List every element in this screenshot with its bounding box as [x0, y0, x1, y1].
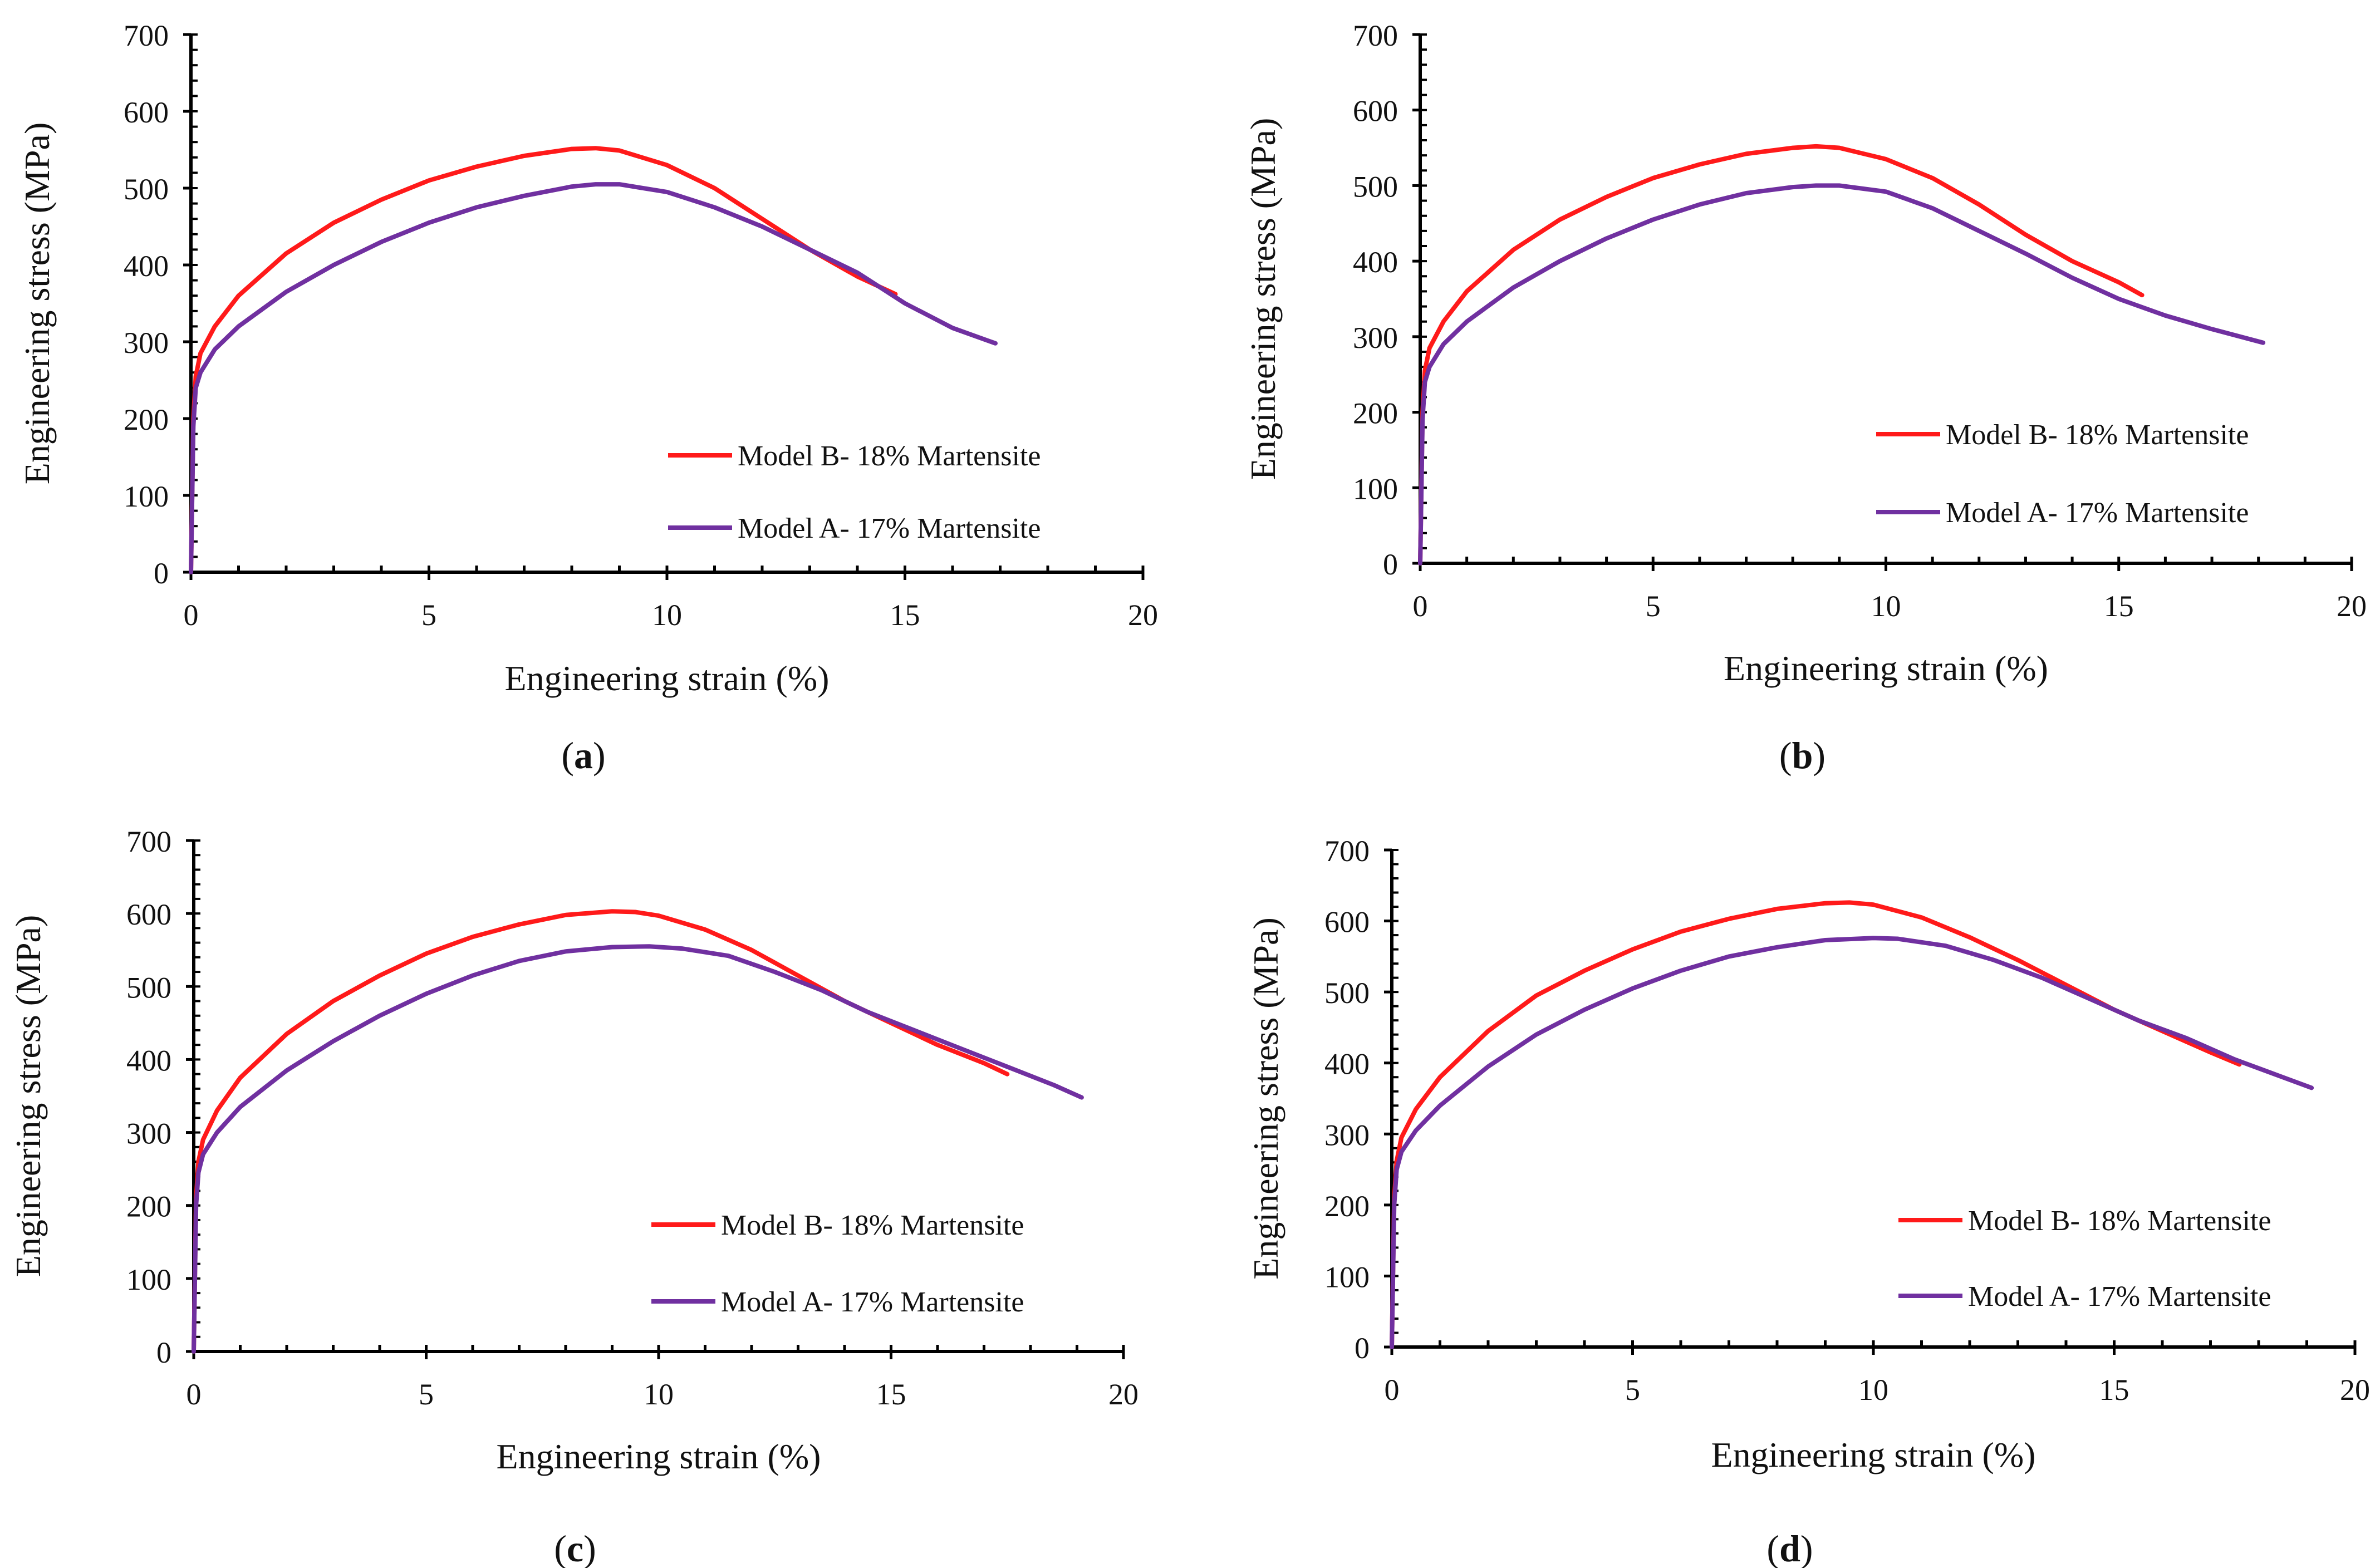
- panel-title: (a): [561, 734, 605, 776]
- y-tick-label: 500: [126, 971, 171, 1004]
- x-tick-label: 15: [2099, 1373, 2129, 1407]
- panel-letter: b: [1792, 734, 1813, 776]
- x-tick-label: 15: [890, 598, 920, 632]
- panel-title-close: ): [583, 1527, 596, 1568]
- x-tick-label: 5: [1625, 1373, 1640, 1407]
- y-tick-label: 300: [1353, 321, 1398, 355]
- y-tick-label: 600: [124, 96, 169, 129]
- x-tick-label: 0: [1413, 589, 1428, 623]
- x-tick-label: 10: [1858, 1373, 1888, 1407]
- panel-title: (c): [554, 1527, 596, 1568]
- legend-label: Model A- 17% Martensite: [721, 1286, 1024, 1318]
- y-tick-label: 100: [126, 1263, 171, 1296]
- y-tick-label: 700: [126, 825, 171, 858]
- x-tick-label: 0: [184, 598, 199, 632]
- chart-panel-b: 0 100 200 300 400 500 600 700 0 5 10 15 20 Engineerin…: [1243, 19, 2367, 776]
- x-tick-label: 20: [1108, 1378, 1139, 1411]
- y-axis-label: Engineering stress (MPa): [1243, 118, 1283, 480]
- panel-letter: c: [567, 1527, 583, 1568]
- y-tick-label: 500: [1324, 976, 1370, 1010]
- legend-label: Model B- 18% Martensite: [738, 440, 1041, 472]
- legend-label: Model A- 17% Martensite: [1968, 1281, 2271, 1313]
- series-line-model-b: [189, 146, 898, 574]
- x-tick-label: 20: [2337, 589, 2367, 623]
- x-tick-label: 20: [1128, 598, 1158, 632]
- y-axis-label: Engineering stress (MPa): [17, 122, 57, 485]
- series-line-model-a: [1390, 936, 2314, 1349]
- y-axis-label: Engineering stress (MPa): [8, 915, 48, 1277]
- y-tick-label: 700: [1353, 19, 1398, 52]
- y-tick-label: 0: [154, 557, 169, 590]
- legend-label: Model B- 18% Martensite: [1968, 1205, 2271, 1237]
- x-tick-label: 0: [187, 1378, 202, 1411]
- panel-title-open: (: [561, 734, 574, 776]
- y-tick-label: 600: [1324, 906, 1370, 939]
- y-tick-label: 500: [124, 173, 169, 206]
- y-tick-label: 0: [156, 1336, 171, 1369]
- panel-title-close: ): [1800, 1527, 1813, 1568]
- legend-label: Model B- 18% Martensite: [1946, 419, 2249, 451]
- y-tick-label: 700: [124, 19, 169, 52]
- x-axis-label: Engineering strain (%): [1711, 1435, 2036, 1474]
- x-tick-label: 15: [2104, 589, 2134, 623]
- series-line-model-a: [1418, 183, 2266, 566]
- y-tick-label: 400: [124, 249, 169, 283]
- x-tick-label: 10: [644, 1378, 674, 1411]
- x-axis-label: Engineering strain (%): [1724, 648, 2048, 688]
- y-tick-label: 500: [1353, 170, 1398, 203]
- y-tick-label: 300: [126, 1117, 171, 1151]
- y-tick-label: 200: [126, 1190, 171, 1223]
- y-tick-label: 400: [1353, 245, 1398, 279]
- chart-panel-d: 0 100 200 300 400 500 600 700 0 5 10 15 20 Engineerin…: [1246, 834, 2370, 1568]
- y-tick-label: 400: [1324, 1048, 1370, 1081]
- series-line-model-b: [1418, 144, 2145, 566]
- chart-panel-c: 0 100 200 300 400 500 600 700 0 5 10 15 20 Engineerin…: [8, 825, 1139, 1568]
- panel-title-close: ): [1813, 734, 1826, 776]
- y-tick-label: 600: [1353, 95, 1398, 128]
- y-tick-label: 300: [1324, 1118, 1370, 1152]
- x-axis-label: Engineering strain (%): [505, 658, 830, 698]
- x-tick-label: 15: [876, 1378, 906, 1411]
- series-line-model-b: [1390, 900, 2242, 1349]
- y-tick-label: 200: [1324, 1189, 1370, 1223]
- y-tick-label: 700: [1324, 834, 1370, 868]
- x-tick-label: 5: [1646, 589, 1661, 623]
- panel-letter: a: [574, 734, 593, 776]
- y-tick-label: 0: [1383, 548, 1398, 581]
- legend-label: Model A- 17% Martensite: [1946, 497, 2249, 529]
- y-tick-label: 100: [1324, 1260, 1370, 1294]
- series-line-model-a: [192, 944, 1084, 1354]
- panel-title: (b): [1779, 734, 1826, 776]
- x-axis-label: Engineering strain (%): [497, 1437, 821, 1476]
- panel-letter: d: [1779, 1527, 1800, 1568]
- y-tick-label: 400: [126, 1044, 171, 1077]
- panel-title: (d): [1766, 1527, 1813, 1568]
- y-tick-label: 600: [126, 898, 171, 931]
- y-axis-label: Engineering stress (MPa): [1246, 917, 1285, 1280]
- x-tick-label: 0: [1385, 1373, 1400, 1407]
- x-tick-label: 10: [1871, 589, 1901, 623]
- panel-title-open: (: [1779, 734, 1792, 776]
- y-tick-label: 0: [1355, 1331, 1370, 1365]
- panel-title-open: (: [554, 1527, 567, 1568]
- y-tick-label: 300: [124, 326, 169, 360]
- y-tick-label: 200: [1353, 397, 1398, 430]
- y-tick-label: 100: [1353, 472, 1398, 505]
- panel-title-open: (: [1766, 1527, 1779, 1568]
- legend-label: Model A- 17% Martensite: [738, 513, 1041, 544]
- x-tick-label: 20: [2340, 1373, 2370, 1407]
- x-tick-label: 5: [421, 598, 436, 632]
- x-tick-label: 5: [419, 1378, 434, 1411]
- series-line-model-a: [189, 182, 998, 574]
- panel-title-close: ): [593, 734, 606, 776]
- y-tick-label: 100: [124, 480, 169, 513]
- legend-label: Model B- 18% Martensite: [721, 1210, 1024, 1241]
- chart-panel-a: 0 100 200 300 400 500 600 700 0 5 10 15 20 Engineerin…: [17, 19, 1158, 776]
- x-tick-label: 10: [652, 598, 682, 632]
- y-tick-label: 200: [124, 403, 169, 436]
